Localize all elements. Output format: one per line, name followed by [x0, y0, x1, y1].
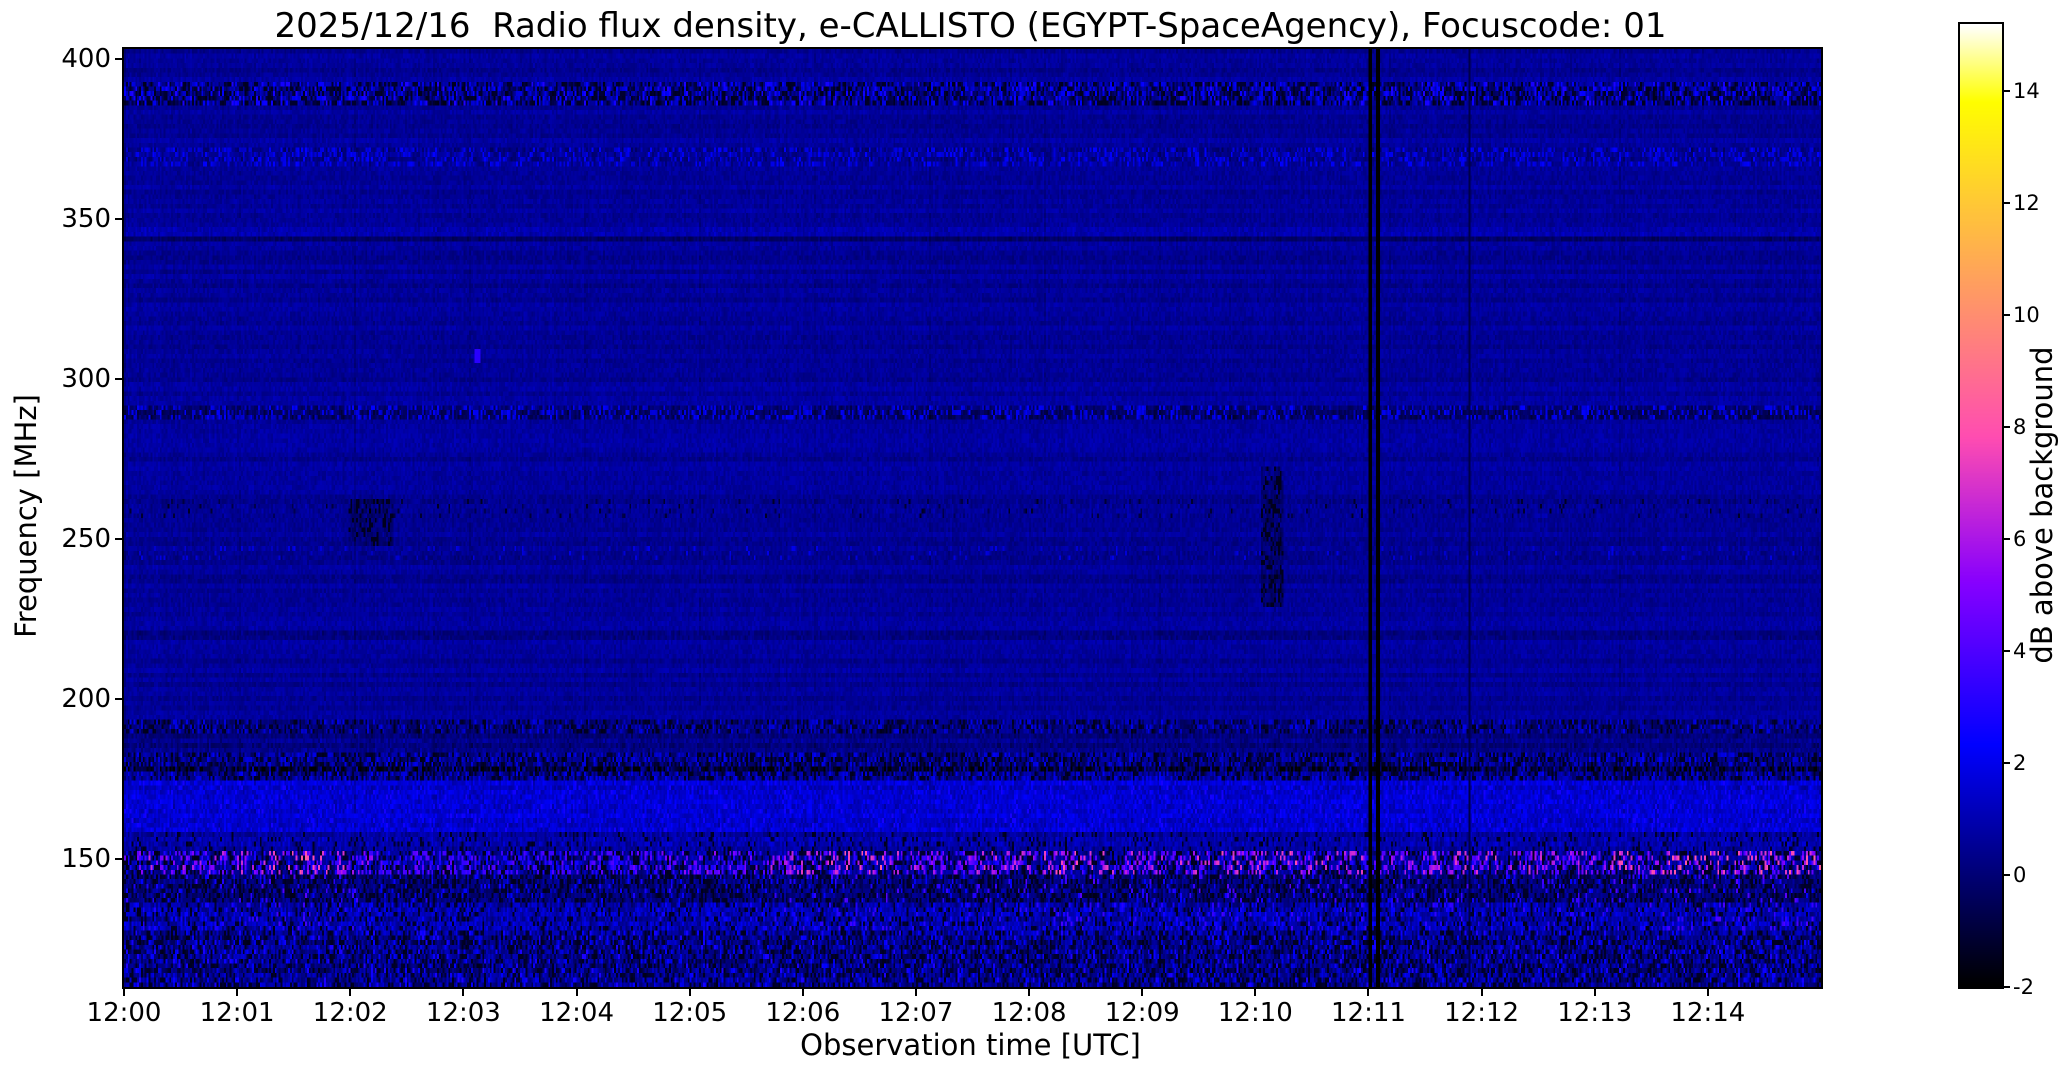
- colorbar-label: dB above background: [2025, 346, 2059, 664]
- x-tick-label: 12:14: [1670, 998, 1746, 1028]
- x-tick: [1254, 987, 1257, 996]
- colorbar-tick-label: 2: [2013, 751, 2027, 776]
- spectrogram-plot-area: 12:00 12:01 12:02 12:03 12:04 12:05 12:06 12:07…: [61, 44, 1823, 1028]
- x-tick-label: 12:02: [312, 998, 388, 1028]
- x-tick-label: 12:09: [1104, 998, 1180, 1028]
- y-tick-label: 400: [61, 43, 111, 74]
- x-tick-label: 12:04: [539, 998, 614, 1028]
- x-tick: [1593, 987, 1596, 996]
- spectrogram-canvas: [124, 49, 1821, 987]
- x-tick: [914, 987, 917, 996]
- x-tick-label: 12:03: [425, 998, 501, 1028]
- colorbar-tick: [2002, 90, 2010, 93]
- x-tick: [1706, 987, 1709, 996]
- y-tick: [115, 537, 124, 540]
- x-tick-label: 12:01: [199, 998, 275, 1028]
- y-tick: [115, 217, 124, 220]
- colorbar-tick-label: 12: [2013, 191, 2040, 216]
- colorbar-tick: [2002, 986, 2010, 988]
- y-tick-label: 150: [61, 843, 111, 874]
- x-tick-label: 12:07: [878, 998, 954, 1028]
- x-tick: [462, 987, 465, 996]
- x-tick-label: 12:11: [1330, 998, 1406, 1028]
- y-tick: [115, 697, 124, 700]
- x-tick: [801, 987, 804, 996]
- colorbar-tick: [2002, 538, 2010, 541]
- x-tick-label: 12:13: [1557, 998, 1633, 1028]
- x-tick: [1141, 987, 1144, 996]
- colorbar-tick: [2002, 650, 2010, 653]
- colorbar-tick-label: 0: [2013, 863, 2027, 888]
- x-tick: [575, 987, 578, 996]
- colorbar-tick-label: 6: [2013, 527, 2027, 552]
- y-tick-label: 250: [61, 523, 111, 554]
- chart-title: 2025/12/16 Radio flux density, e-CALLIST…: [274, 6, 1667, 46]
- x-axis-label: Observation time [UTC]: [800, 1028, 1141, 1062]
- y-tick: [115, 57, 124, 60]
- colorbar-tick: [2002, 314, 2010, 317]
- y-tick-label: 200: [61, 683, 111, 714]
- colorbar-tick-label: 8: [2013, 415, 2027, 440]
- colorbar-tick: [2002, 762, 2010, 765]
- y-axis-label: Frequency [MHz]: [9, 394, 43, 638]
- x-tick: [123, 987, 125, 996]
- colorbar: 14 12 10 8 6 4 2 0 -2: [1958, 22, 2040, 999]
- x-tick: [1028, 987, 1031, 996]
- x-tick: [688, 987, 691, 996]
- x-tick-label: 12:12: [1444, 998, 1520, 1028]
- x-tick-label: 12:10: [1217, 998, 1293, 1028]
- colorbar-tick-label: -2: [2013, 975, 2034, 999]
- x-tick-label: 12:00: [86, 998, 162, 1028]
- y-tick-label: 350: [61, 203, 111, 234]
- y-tick: [115, 857, 124, 860]
- x-tick: [349, 987, 352, 996]
- colorbar-tick: [2002, 426, 2010, 429]
- x-tick: [236, 987, 239, 996]
- colorbar-tick-label: 10: [2013, 303, 2040, 328]
- y-tick: [115, 377, 124, 380]
- x-tick-label: 12:06: [765, 998, 841, 1028]
- colorbar-tick-label: 14: [2013, 79, 2040, 104]
- x-tick-label: 12:05: [652, 998, 728, 1028]
- colorbar-tick: [2002, 202, 2010, 205]
- colorbar-gradient-canvas: [1960, 24, 2002, 987]
- x-tick-label: 12:08: [991, 998, 1067, 1028]
- colorbar-tick: [2002, 874, 2010, 877]
- colorbar-tick-label: 4: [2013, 639, 2027, 664]
- x-tick: [1367, 987, 1370, 996]
- y-tick-label: 300: [61, 363, 111, 394]
- x-tick: [1480, 987, 1483, 996]
